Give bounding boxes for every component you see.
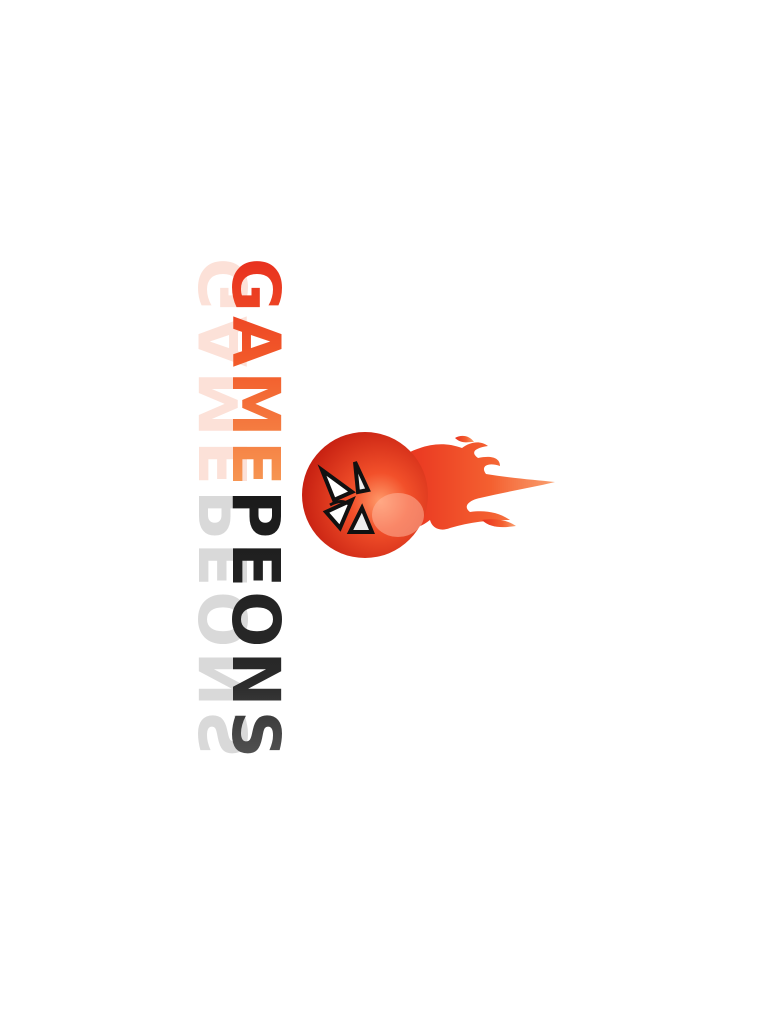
wordmark-peons: PEONS bbox=[217, 489, 294, 763]
angry-face bbox=[317, 461, 375, 534]
ball-body bbox=[302, 432, 428, 558]
wordmark-main: GAMEPEONS bbox=[217, 258, 294, 762]
wordmark-game: GAME bbox=[217, 257, 294, 490]
flame-trail bbox=[395, 435, 555, 530]
